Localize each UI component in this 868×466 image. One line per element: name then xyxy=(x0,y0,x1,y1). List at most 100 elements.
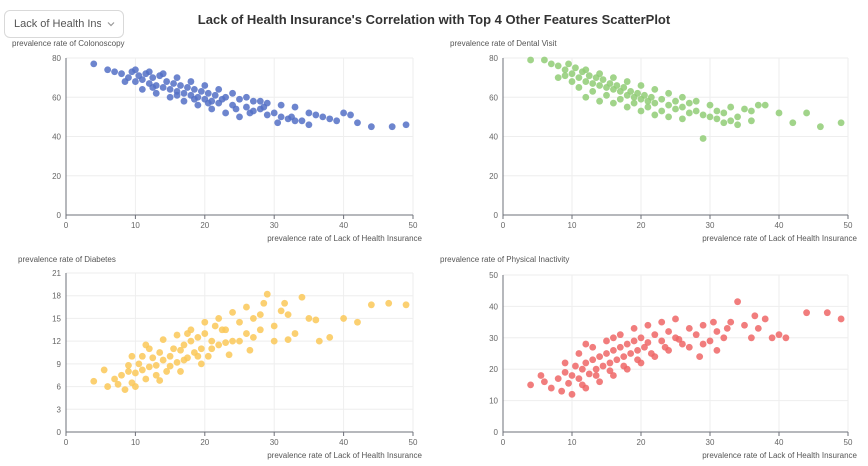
data-point xyxy=(647,93,655,101)
data-point xyxy=(354,119,361,127)
data-point xyxy=(284,336,292,344)
feature-select-value: Lack of Health Insurance xyxy=(14,18,101,30)
data-point xyxy=(658,337,666,345)
data-point xyxy=(211,91,219,99)
data-point xyxy=(672,97,679,105)
data-point xyxy=(402,301,410,309)
y-tick-label: 9 xyxy=(57,360,62,369)
data-point xyxy=(208,337,216,345)
data-point xyxy=(270,109,278,117)
data-point xyxy=(568,78,576,85)
data-point xyxy=(616,331,624,339)
data-point xyxy=(236,318,243,326)
data-point xyxy=(288,113,295,121)
data-point xyxy=(582,93,590,101)
y-tick-label: 50 xyxy=(489,271,498,280)
data-point xyxy=(582,359,590,367)
x-tick-label: 20 xyxy=(637,221,646,230)
data-point xyxy=(741,105,748,113)
data-point xyxy=(699,135,707,142)
data-point xyxy=(190,86,198,93)
data-point xyxy=(260,299,268,307)
x-tick-label: 50 xyxy=(409,438,418,447)
data-point xyxy=(243,330,250,337)
data-point xyxy=(713,346,721,354)
data-point xyxy=(582,340,590,348)
data-point xyxy=(277,307,285,315)
scatter-chart-1: 0 10 20 30 40 50 0 20 40 60 80 prevalence rate of C… xyxy=(12,39,423,243)
data-point xyxy=(111,375,118,383)
data-point xyxy=(537,372,545,379)
data-point xyxy=(665,89,672,97)
y-tick-label: 0 xyxy=(57,428,62,437)
data-point xyxy=(194,101,202,109)
data-point xyxy=(340,315,347,322)
data-point xyxy=(610,334,617,342)
data-point xyxy=(128,352,136,360)
data-point xyxy=(208,105,216,113)
y-tick-label: 60 xyxy=(52,93,61,102)
data-point xyxy=(685,324,693,332)
data-point xyxy=(685,109,693,117)
data-point xyxy=(177,346,184,354)
data-point xyxy=(696,353,704,361)
x-tick-label: 40 xyxy=(775,438,784,447)
data-point xyxy=(156,377,164,384)
data-point xyxy=(218,95,226,103)
data-point xyxy=(114,380,122,388)
data-point xyxy=(274,119,282,127)
data-point xyxy=(754,101,762,109)
data-point xyxy=(606,80,614,87)
data-point xyxy=(554,375,562,383)
data-point xyxy=(596,97,603,105)
y-tick-label: 40 xyxy=(489,302,498,311)
y-tick-label: 0 xyxy=(57,211,62,220)
y-tick-label: 20 xyxy=(489,365,498,374)
data-point xyxy=(211,322,219,330)
data-point xyxy=(142,375,150,383)
data-point xyxy=(204,99,212,107)
data-point xyxy=(180,341,188,349)
data-point xyxy=(692,331,700,339)
data-point xyxy=(610,372,617,379)
data-point xyxy=(651,111,659,119)
data-point xyxy=(236,113,243,121)
y-axis-label: prevalence rate of Dental Visit xyxy=(450,39,557,48)
data-point xyxy=(152,371,160,379)
data-point xyxy=(100,366,108,374)
data-point xyxy=(585,370,593,378)
y-tick-label: 6 xyxy=(57,383,62,392)
data-point xyxy=(215,315,223,322)
data-point xyxy=(823,309,831,317)
data-point xyxy=(90,60,98,68)
data-point xyxy=(575,74,583,82)
data-point xyxy=(541,378,548,386)
data-point xyxy=(260,103,268,111)
data-point xyxy=(734,121,741,129)
data-point xyxy=(706,113,714,121)
data-point xyxy=(173,74,181,82)
data-point xyxy=(644,339,652,346)
x-tick-label: 10 xyxy=(568,438,577,447)
data-point xyxy=(610,74,617,82)
data-point xyxy=(775,109,783,117)
scatter-chart-4: 0 10 20 30 40 50 0 10 20 30 40 50 prevalence rate of… xyxy=(440,255,858,460)
data-point xyxy=(312,111,320,119)
data-point xyxy=(658,95,666,103)
y-tick-label: 40 xyxy=(52,133,61,142)
data-point xyxy=(589,356,597,364)
data-point xyxy=(692,107,700,115)
data-point xyxy=(582,66,590,74)
feature-select-dropdown[interactable]: Lack of Health Insurance xyxy=(4,10,124,38)
data-point xyxy=(388,123,396,131)
y-tick-label: 12 xyxy=(52,337,61,346)
data-point xyxy=(218,326,226,334)
x-tick-label: 20 xyxy=(637,438,646,447)
data-point xyxy=(623,103,631,111)
data-point xyxy=(789,119,797,127)
x-tick-label: 30 xyxy=(706,221,715,230)
data-point xyxy=(263,290,271,298)
data-point xyxy=(651,99,659,107)
x-tick-label: 30 xyxy=(270,221,279,230)
page-title: Lack of Health Insurance's Correlation w… xyxy=(197,12,671,27)
